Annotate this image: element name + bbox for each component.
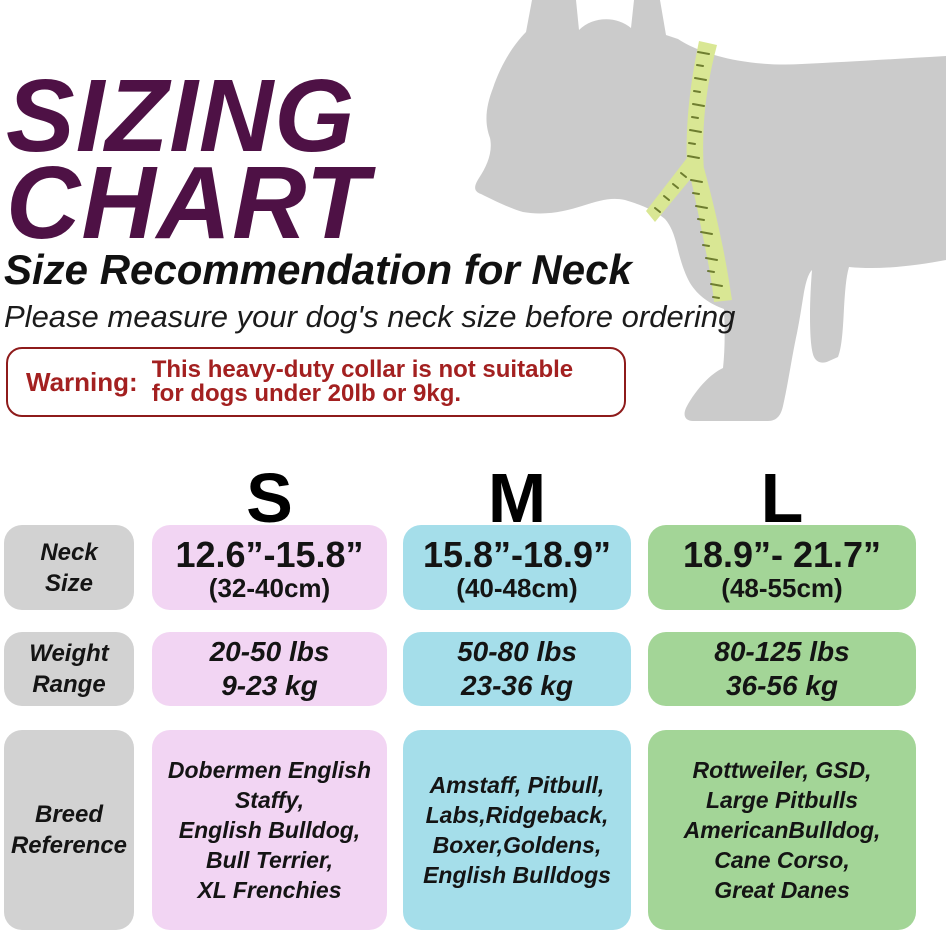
measuring-tape xyxy=(646,41,732,302)
measure-note: Please measure your dog's neck size befo… xyxy=(4,299,736,334)
cell-neck-size-m: 15.8”-18.9” (40-48cm) xyxy=(403,525,631,610)
neck-size-m-cm: (40-48cm) xyxy=(456,572,578,603)
cell-weight-range-s: 20-50 lbs 9-23 kg xyxy=(152,632,387,706)
neck-size-l-inches: 18.9”- 21.7” xyxy=(682,533,882,575)
neck-size-s-cm: (32-40cm) xyxy=(208,572,331,603)
warning-label: Warning: xyxy=(26,366,138,397)
column-header-l: L xyxy=(760,459,804,537)
cell-weight-range-l: 80-125 lbs 36-56 kg xyxy=(648,632,916,706)
dog-illustration xyxy=(440,0,946,440)
neck-size-s-inches: 12.6”-15.8” xyxy=(175,533,364,575)
row-label-weight-range: Weight Range xyxy=(4,632,134,706)
warning-text: This heavy-duty collar is not suitable f… xyxy=(151,356,574,407)
column-header-m: M xyxy=(487,459,547,537)
row-label-breed-reference: Breed Reference xyxy=(4,730,134,930)
row-label-neck-size: Neck Size xyxy=(4,525,134,610)
cell-breed-reference-l: Rottweiler, GSD, Large Pitbulls American… xyxy=(648,730,916,930)
cell-breed-reference-s: Dobermen English Staffy, English Bulldog… xyxy=(152,730,387,930)
page-title: SIZING CHART xyxy=(6,58,370,260)
page-subtitle: Size Recommendation for Neck xyxy=(4,246,632,293)
cell-neck-size-l: 18.9”- 21.7” (48-55cm) xyxy=(648,525,916,610)
cell-breed-reference-m: Amstaff, Pitbull, Labs,Ridgeback, Boxer,… xyxy=(403,730,631,930)
neck-size-m-inches: 15.8”-18.9” xyxy=(422,533,612,575)
column-header-s: S xyxy=(246,459,293,537)
tape-tick-marks xyxy=(654,51,723,299)
warning-box: Warning: This heavy-duty collar is not s… xyxy=(6,347,626,417)
cell-neck-size-s: 12.6”-15.8” (32-40cm) xyxy=(152,525,387,610)
neck-size-l-cm: (48-55cm) xyxy=(721,572,843,603)
cell-weight-range-m: 50-80 lbs 23-36 kg xyxy=(403,632,631,706)
